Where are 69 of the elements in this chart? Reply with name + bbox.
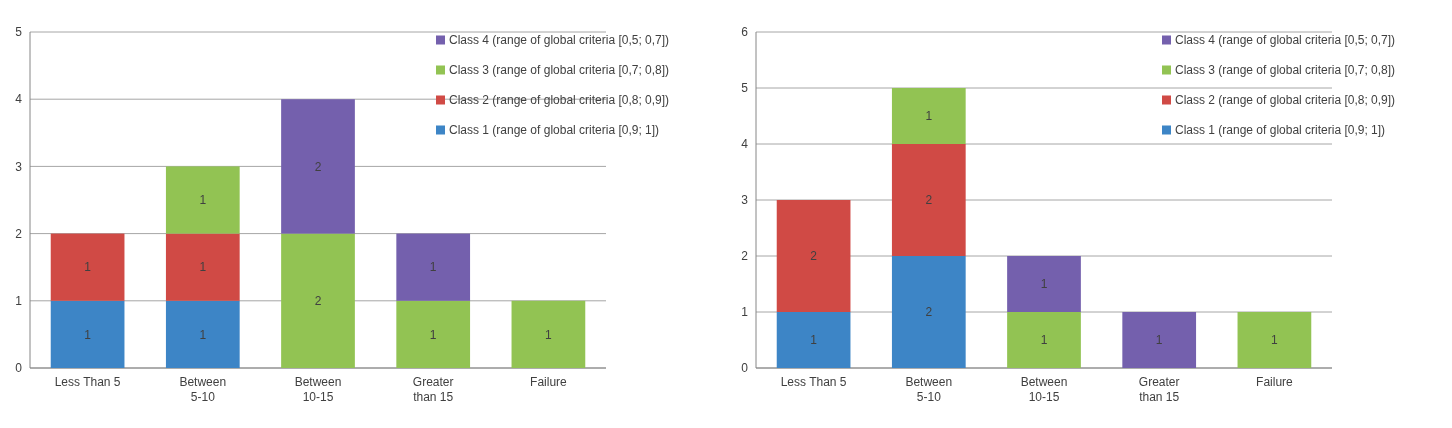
data-label: 1 bbox=[199, 327, 207, 342]
data-label: 1 bbox=[925, 109, 933, 124]
y-tick-label: 5 bbox=[741, 81, 749, 96]
data-label: 1 bbox=[84, 260, 92, 275]
y-tick-label: 4 bbox=[741, 137, 749, 152]
bar bbox=[1007, 256, 1081, 312]
y-tick-label: 4 bbox=[15, 92, 23, 107]
legend-label: Class 4 (range of global criteria [0,5; 0,7]) bbox=[1175, 33, 1396, 48]
data-label: 2 bbox=[925, 193, 933, 208]
bar bbox=[1237, 312, 1312, 368]
y-tick-label: 0 bbox=[15, 361, 23, 376]
x-tick-label: Less Than 5 bbox=[780, 375, 847, 389]
data-label: 1 bbox=[429, 327, 437, 342]
bar bbox=[396, 300, 471, 368]
x-tick-label: Between 5-10 bbox=[905, 375, 953, 404]
data-label: 2 bbox=[314, 159, 322, 174]
data-label: 1 bbox=[429, 260, 437, 275]
bar bbox=[511, 300, 586, 368]
x-tick-label: Failure bbox=[530, 375, 568, 389]
legend-label: Class 1 (range of global criteria [0,9; 1]) bbox=[1175, 123, 1386, 138]
data-label: 1 bbox=[199, 260, 207, 275]
bar bbox=[1007, 312, 1081, 368]
data-label: 2 bbox=[810, 249, 818, 264]
y-tick-label: 2 bbox=[15, 226, 23, 241]
bar bbox=[776, 312, 851, 368]
bar bbox=[1122, 312, 1197, 368]
bar bbox=[281, 99, 355, 234]
data-label: 1 bbox=[1271, 333, 1279, 348]
bar bbox=[281, 233, 355, 368]
data-label: 1 bbox=[199, 193, 207, 208]
y-tick-label: 3 bbox=[15, 159, 23, 174]
x-tick-label: Failure bbox=[1256, 375, 1294, 389]
bar bbox=[165, 233, 240, 301]
legend-label: Class 3 (range of global criteria [0,7; 0,8]) bbox=[449, 63, 670, 78]
data-label: 2 bbox=[314, 294, 322, 308]
y-tick-label: 1 bbox=[741, 305, 749, 320]
bar bbox=[891, 144, 966, 256]
bar bbox=[776, 200, 851, 312]
data-label: 1 bbox=[1155, 333, 1163, 348]
data-label: 1 bbox=[545, 327, 553, 342]
x-tick-label: Between 10-15 bbox=[294, 375, 342, 404]
data-label: 1 bbox=[84, 327, 92, 342]
bar bbox=[396, 233, 471, 301]
y-tick-label: 2 bbox=[741, 249, 749, 264]
legend-label: Class 1 (range of global criteria [0,9; 1]) bbox=[449, 123, 660, 138]
bar bbox=[50, 233, 125, 301]
x-tick-label: Greater than 15 bbox=[412, 375, 454, 404]
y-tick-label: 3 bbox=[741, 193, 749, 208]
x-tick-label: Greater than 15 bbox=[1138, 375, 1180, 404]
bar bbox=[891, 256, 966, 368]
y-tick-label: 6 bbox=[741, 25, 749, 40]
data-label: 1 bbox=[1040, 333, 1048, 348]
legend-label: Class 2 (range of global criteria [0,8; 0,9]) bbox=[1175, 93, 1396, 108]
bar bbox=[50, 300, 125, 368]
data-label: 1 bbox=[1040, 277, 1048, 292]
x-tick-label: Between 10-15 bbox=[1020, 375, 1068, 404]
data-label: 1 bbox=[810, 333, 818, 348]
bar bbox=[891, 88, 966, 144]
x-tick-label: Between 5-10 bbox=[179, 375, 227, 404]
bar bbox=[165, 166, 240, 234]
legend-label: Class 3 (range of global criteria [0,7; 0,8]) bbox=[1175, 63, 1396, 78]
bar bbox=[165, 300, 240, 368]
y-tick-label: 5 bbox=[15, 25, 23, 40]
y-tick-label: 0 bbox=[741, 361, 749, 376]
legend-label: Class 2 (range of global criteria [0,8; 0,9]) bbox=[449, 93, 670, 108]
x-tick-label: Less Than 5 bbox=[54, 375, 121, 389]
data-label: 2 bbox=[925, 305, 933, 320]
y-tick-label: 1 bbox=[15, 294, 23, 308]
legend-label: Class 4 (range of global criteria [0,5; 0,7]) bbox=[449, 33, 670, 48]
